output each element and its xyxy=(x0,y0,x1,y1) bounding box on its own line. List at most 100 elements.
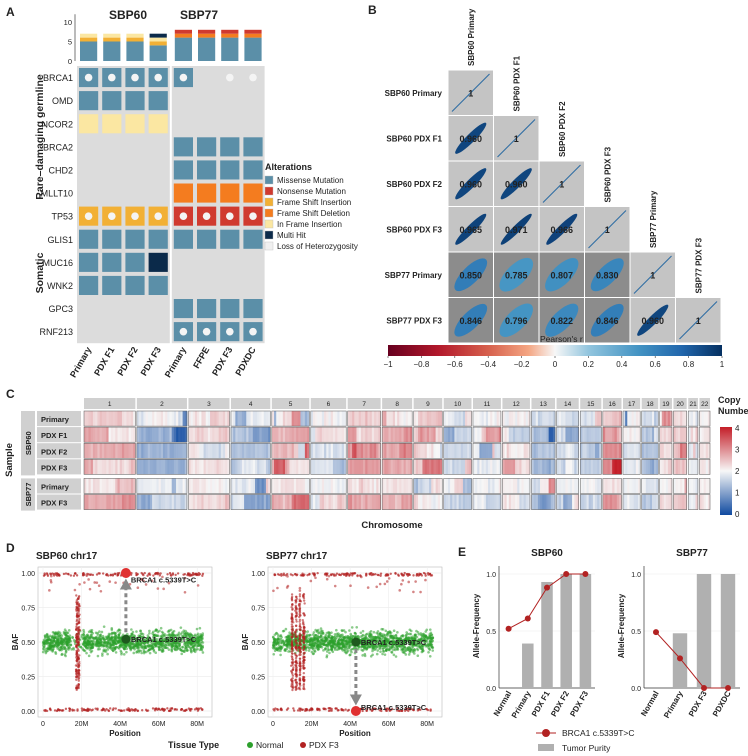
pdx-point xyxy=(128,708,131,712)
pdx-point xyxy=(199,707,203,710)
arrow-head xyxy=(119,578,132,590)
cn-tick-label: 3 xyxy=(735,446,740,455)
cn-segment xyxy=(304,478,308,494)
normal-point xyxy=(154,651,158,655)
cn-segment xyxy=(143,494,146,510)
cn-segment xyxy=(563,494,566,510)
row-label: SBP60 PDX F3 xyxy=(386,225,442,234)
pdx-point xyxy=(186,573,190,576)
pdx-point xyxy=(114,581,117,584)
cn-segment xyxy=(401,427,404,443)
corr-ellipse xyxy=(679,301,718,340)
cn-segment xyxy=(510,459,514,475)
cn-segment xyxy=(527,459,531,475)
cn-segment xyxy=(324,459,327,475)
cn-segment xyxy=(367,443,370,459)
cn-segment xyxy=(635,427,639,443)
cn-segment xyxy=(119,494,123,510)
cn-segment xyxy=(160,459,164,475)
pdx-point xyxy=(91,708,94,711)
cn-segment xyxy=(552,427,556,443)
cn-segment xyxy=(216,443,219,459)
normal-point xyxy=(154,640,158,644)
cn-segment xyxy=(335,494,338,510)
cn-segment xyxy=(184,411,188,427)
cn-cell-border xyxy=(673,459,687,475)
normal-point xyxy=(160,649,164,653)
cn-segment xyxy=(263,478,267,494)
normal-point xyxy=(87,640,91,644)
cn-segment xyxy=(97,459,100,475)
cn-segment xyxy=(276,411,279,427)
pdx-point xyxy=(88,587,92,591)
cn-segment xyxy=(104,494,107,510)
normal-point xyxy=(80,635,83,639)
pdx-point xyxy=(91,573,95,577)
cn-segment xyxy=(86,411,89,427)
loh-dot xyxy=(108,73,116,82)
x-axis-title: Position xyxy=(109,729,141,738)
cn-segment xyxy=(86,494,89,510)
normal-point xyxy=(306,630,309,633)
cn-segment xyxy=(605,459,608,475)
cn-segment xyxy=(176,443,179,459)
cn-segment xyxy=(86,478,89,494)
cn-segment xyxy=(203,459,207,475)
cn-segment xyxy=(558,411,562,427)
normal-point xyxy=(71,636,75,640)
cn-segment xyxy=(654,427,657,443)
corr-value: 0.807 xyxy=(550,270,573,280)
cn-segment xyxy=(158,478,162,494)
cn-segment xyxy=(176,427,179,443)
cn-segment xyxy=(703,427,707,443)
cn-segment xyxy=(649,478,653,494)
cn-segment xyxy=(629,478,632,494)
cn-segment xyxy=(115,443,118,459)
alteration-cell xyxy=(243,160,263,180)
cn-segment xyxy=(194,411,198,427)
chromosome-header xyxy=(271,398,310,409)
cn-cell-border xyxy=(556,442,579,459)
brca1-label-bottom: BRCA1 c.5339T>C xyxy=(131,635,197,644)
normal-point xyxy=(407,636,411,639)
cn-segment xyxy=(431,411,434,427)
cn-cell-border xyxy=(271,459,310,475)
cn-segment xyxy=(201,459,204,475)
y-tick-label: 0.25 xyxy=(21,675,35,682)
pdx-point xyxy=(125,708,129,711)
cn-segment xyxy=(113,478,116,494)
cn-segment xyxy=(544,478,547,494)
cn-cell-border xyxy=(310,442,347,459)
normal-point xyxy=(62,630,66,634)
cn-segment xyxy=(542,411,545,427)
cn-segment xyxy=(349,459,353,475)
cn-segment xyxy=(222,459,226,475)
cn-segment xyxy=(147,427,151,443)
pdx-point xyxy=(75,678,78,682)
cn-segment xyxy=(582,427,585,443)
loh-dot xyxy=(179,73,188,82)
normal-point xyxy=(108,641,112,645)
cn-segment xyxy=(667,459,671,475)
chromosome-label: 3 xyxy=(207,401,211,408)
cn-segment xyxy=(614,478,618,494)
normal-point xyxy=(387,648,391,652)
cn-segment xyxy=(673,411,676,427)
cn-segment xyxy=(90,494,94,510)
bar-segment xyxy=(221,37,239,61)
cn-segment xyxy=(677,459,681,475)
cn-segment xyxy=(563,411,566,427)
normal-point xyxy=(99,643,103,647)
loh-dot xyxy=(84,73,93,82)
cn-segment xyxy=(255,494,258,510)
cn-segment xyxy=(250,478,254,494)
cn-segment xyxy=(241,459,245,475)
normal-point xyxy=(106,640,110,644)
cn-segment xyxy=(241,478,245,494)
alteration-cell xyxy=(79,252,99,272)
cn-segment xyxy=(358,411,362,427)
pdx-point xyxy=(95,573,99,576)
cn-segment xyxy=(310,443,314,459)
loh-dot xyxy=(108,212,116,220)
